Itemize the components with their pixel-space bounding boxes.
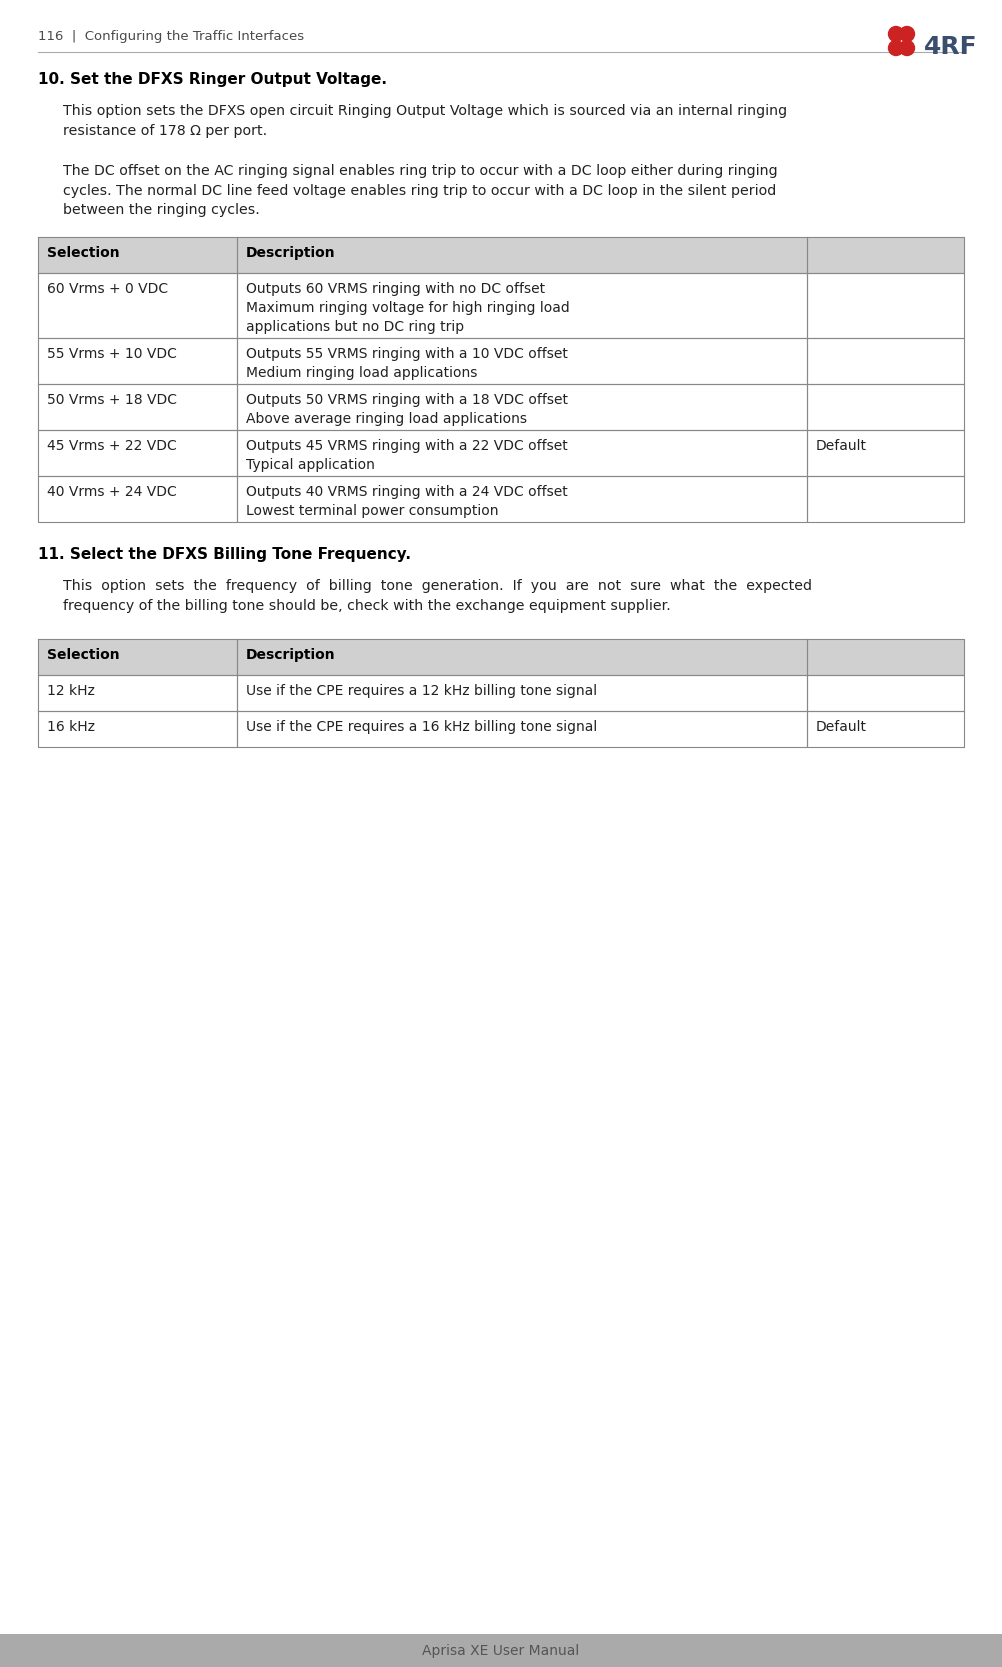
Text: Selection: Selection xyxy=(47,247,119,260)
FancyBboxPatch shape xyxy=(38,675,237,712)
Text: Outputs 50 VRMS ringing with a 18 VDC offset
Above average ringing load applicat: Outputs 50 VRMS ringing with a 18 VDC of… xyxy=(246,393,568,427)
FancyBboxPatch shape xyxy=(807,237,964,273)
FancyBboxPatch shape xyxy=(237,477,807,522)
FancyBboxPatch shape xyxy=(237,273,807,338)
FancyBboxPatch shape xyxy=(237,237,807,273)
Text: Outputs 40 VRMS ringing with a 24 VDC offset
Lowest terminal power consumption: Outputs 40 VRMS ringing with a 24 VDC of… xyxy=(246,485,568,518)
Text: Outputs 60 VRMS ringing with no DC offset
Maximum ringing voltage for high ringi: Outputs 60 VRMS ringing with no DC offse… xyxy=(246,282,570,333)
Text: Aprisa XE User Manual: Aprisa XE User Manual xyxy=(423,1644,579,1657)
Text: 16 kHz: 16 kHz xyxy=(47,720,95,733)
FancyBboxPatch shape xyxy=(237,675,807,712)
Text: 10. Set the DFXS Ringer Output Voltage.: 10. Set the DFXS Ringer Output Voltage. xyxy=(38,72,387,87)
Text: 60 Vrms + 0 VDC: 60 Vrms + 0 VDC xyxy=(47,282,168,297)
Text: Selection: Selection xyxy=(47,648,119,662)
FancyBboxPatch shape xyxy=(807,638,964,675)
Text: Description: Description xyxy=(246,247,336,260)
FancyBboxPatch shape xyxy=(807,383,964,430)
Text: Description: Description xyxy=(246,648,336,662)
Text: Default: Default xyxy=(816,720,867,733)
FancyBboxPatch shape xyxy=(237,430,807,477)
FancyBboxPatch shape xyxy=(38,430,237,477)
Text: 40 Vrms + 24 VDC: 40 Vrms + 24 VDC xyxy=(47,485,176,498)
Text: This option sets the DFXS open circuit Ringing Output Voltage which is sourced v: This option sets the DFXS open circuit R… xyxy=(63,103,788,137)
Text: This  option  sets  the  frequency  of  billing  tone  generation.  If  you  are: This option sets the frequency of billin… xyxy=(63,578,812,612)
Text: Use if the CPE requires a 12 kHz billing tone signal: Use if the CPE requires a 12 kHz billing… xyxy=(246,683,597,698)
FancyBboxPatch shape xyxy=(807,338,964,383)
Text: 55 Vrms + 10 VDC: 55 Vrms + 10 VDC xyxy=(47,347,177,362)
FancyBboxPatch shape xyxy=(237,383,807,430)
Text: Default: Default xyxy=(816,438,867,453)
Circle shape xyxy=(900,27,915,42)
Text: 50 Vrms + 18 VDC: 50 Vrms + 18 VDC xyxy=(47,393,177,407)
FancyBboxPatch shape xyxy=(38,383,237,430)
Text: 45 Vrms + 22 VDC: 45 Vrms + 22 VDC xyxy=(47,438,176,453)
FancyBboxPatch shape xyxy=(38,273,237,338)
FancyBboxPatch shape xyxy=(237,338,807,383)
Text: 4RF: 4RF xyxy=(924,35,978,58)
FancyBboxPatch shape xyxy=(38,477,237,522)
FancyBboxPatch shape xyxy=(38,638,237,675)
FancyBboxPatch shape xyxy=(807,430,964,477)
Text: Outputs 55 VRMS ringing with a 10 VDC offset
Medium ringing load applications: Outputs 55 VRMS ringing with a 10 VDC of… xyxy=(246,347,568,380)
FancyBboxPatch shape xyxy=(807,477,964,522)
Text: 12 kHz: 12 kHz xyxy=(47,683,95,698)
Text: Use if the CPE requires a 16 kHz billing tone signal: Use if the CPE requires a 16 kHz billing… xyxy=(246,720,597,733)
Text: Outputs 45 VRMS ringing with a 22 VDC offset
Typical application: Outputs 45 VRMS ringing with a 22 VDC of… xyxy=(246,438,568,472)
FancyBboxPatch shape xyxy=(237,712,807,747)
Text: 11. Select the DFXS Billing Tone Frequency.: 11. Select the DFXS Billing Tone Frequen… xyxy=(38,547,411,562)
Circle shape xyxy=(900,40,915,55)
FancyBboxPatch shape xyxy=(807,712,964,747)
Text: 116  |  Configuring the Traffic Interfaces: 116 | Configuring the Traffic Interfaces xyxy=(38,30,305,43)
FancyBboxPatch shape xyxy=(38,712,237,747)
FancyBboxPatch shape xyxy=(807,675,964,712)
Circle shape xyxy=(889,40,904,55)
Text: The DC offset on the AC ringing signal enables ring trip to occur with a DC loop: The DC offset on the AC ringing signal e… xyxy=(63,163,778,217)
FancyBboxPatch shape xyxy=(38,338,237,383)
Circle shape xyxy=(889,27,904,42)
FancyBboxPatch shape xyxy=(38,237,237,273)
FancyBboxPatch shape xyxy=(237,638,807,675)
FancyBboxPatch shape xyxy=(807,273,964,338)
FancyBboxPatch shape xyxy=(0,1634,1002,1667)
